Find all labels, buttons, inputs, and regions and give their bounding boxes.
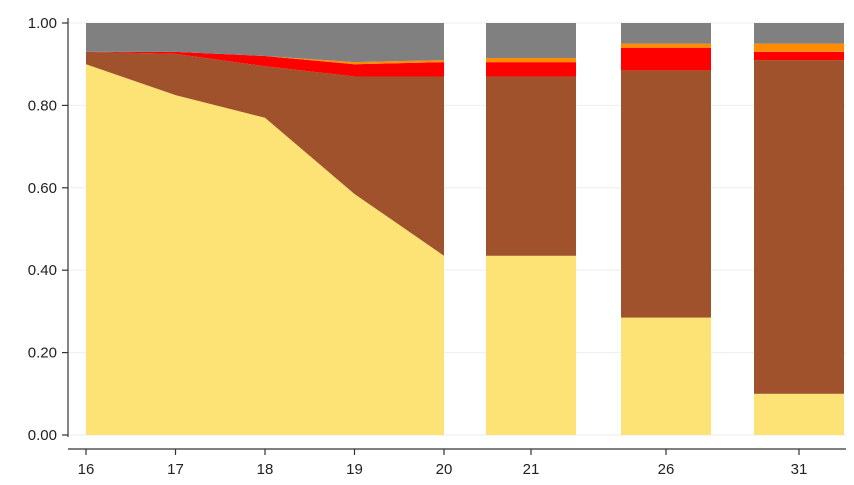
- y-tick-label-4: 0.80: [28, 97, 57, 114]
- bar-26-series-1: [621, 317, 711, 435]
- area-series-2: [86, 51, 444, 256]
- bar-21-series-3: [486, 62, 576, 77]
- x-tick-label-4: 20: [436, 461, 453, 478]
- x-tick-label-6: 26: [658, 461, 675, 478]
- bar-31-series-4: [754, 43, 844, 52]
- x-tick-label-1: 17: [167, 461, 184, 478]
- x-ticks: 16 17 18 19 20 21 26 31: [78, 449, 808, 478]
- bar-21-series-2: [486, 76, 576, 256]
- bar-21-series-1: [486, 255, 576, 435]
- bar-21-series-5: [486, 23, 576, 59]
- bar-26-series-4: [621, 43, 711, 48]
- bar-31-series-5: [754, 23, 844, 44]
- x-tick-label-7: 31: [791, 461, 808, 478]
- bar-21-series-4: [486, 58, 576, 63]
- area-series-1: [86, 64, 444, 435]
- y-tick-label-2: 0.40: [28, 262, 57, 279]
- y-ticks: 0.00 0.20 0.40 0.60 0.80 1.00: [28, 15, 68, 444]
- plot-area: [86, 23, 844, 435]
- x-tick-label-3: 19: [346, 461, 363, 478]
- bar-26-series-5: [621, 23, 711, 44]
- bar-26-series-2: [621, 70, 711, 318]
- x-tick-label-0: 16: [78, 461, 95, 478]
- area-series-5: [86, 23, 444, 63]
- y-tick-label-5: 1.00: [28, 15, 57, 32]
- area-series-4: [86, 51, 444, 65]
- x-tick-label-2: 18: [257, 461, 274, 478]
- area-series-3: [86, 51, 444, 77]
- bar-31-series-2: [754, 60, 844, 394]
- y-tick-label-0: 0.00: [28, 427, 57, 444]
- axes: [67, 18, 846, 450]
- bar-31-series-3: [754, 51, 844, 61]
- y-tick-label-3: 0.60: [28, 180, 57, 197]
- bar-26-series-3: [621, 47, 711, 71]
- y-tick-label-1: 0.20: [28, 345, 57, 362]
- bar-31-series-1: [754, 393, 844, 435]
- x-tick-label-5: 21: [523, 461, 540, 478]
